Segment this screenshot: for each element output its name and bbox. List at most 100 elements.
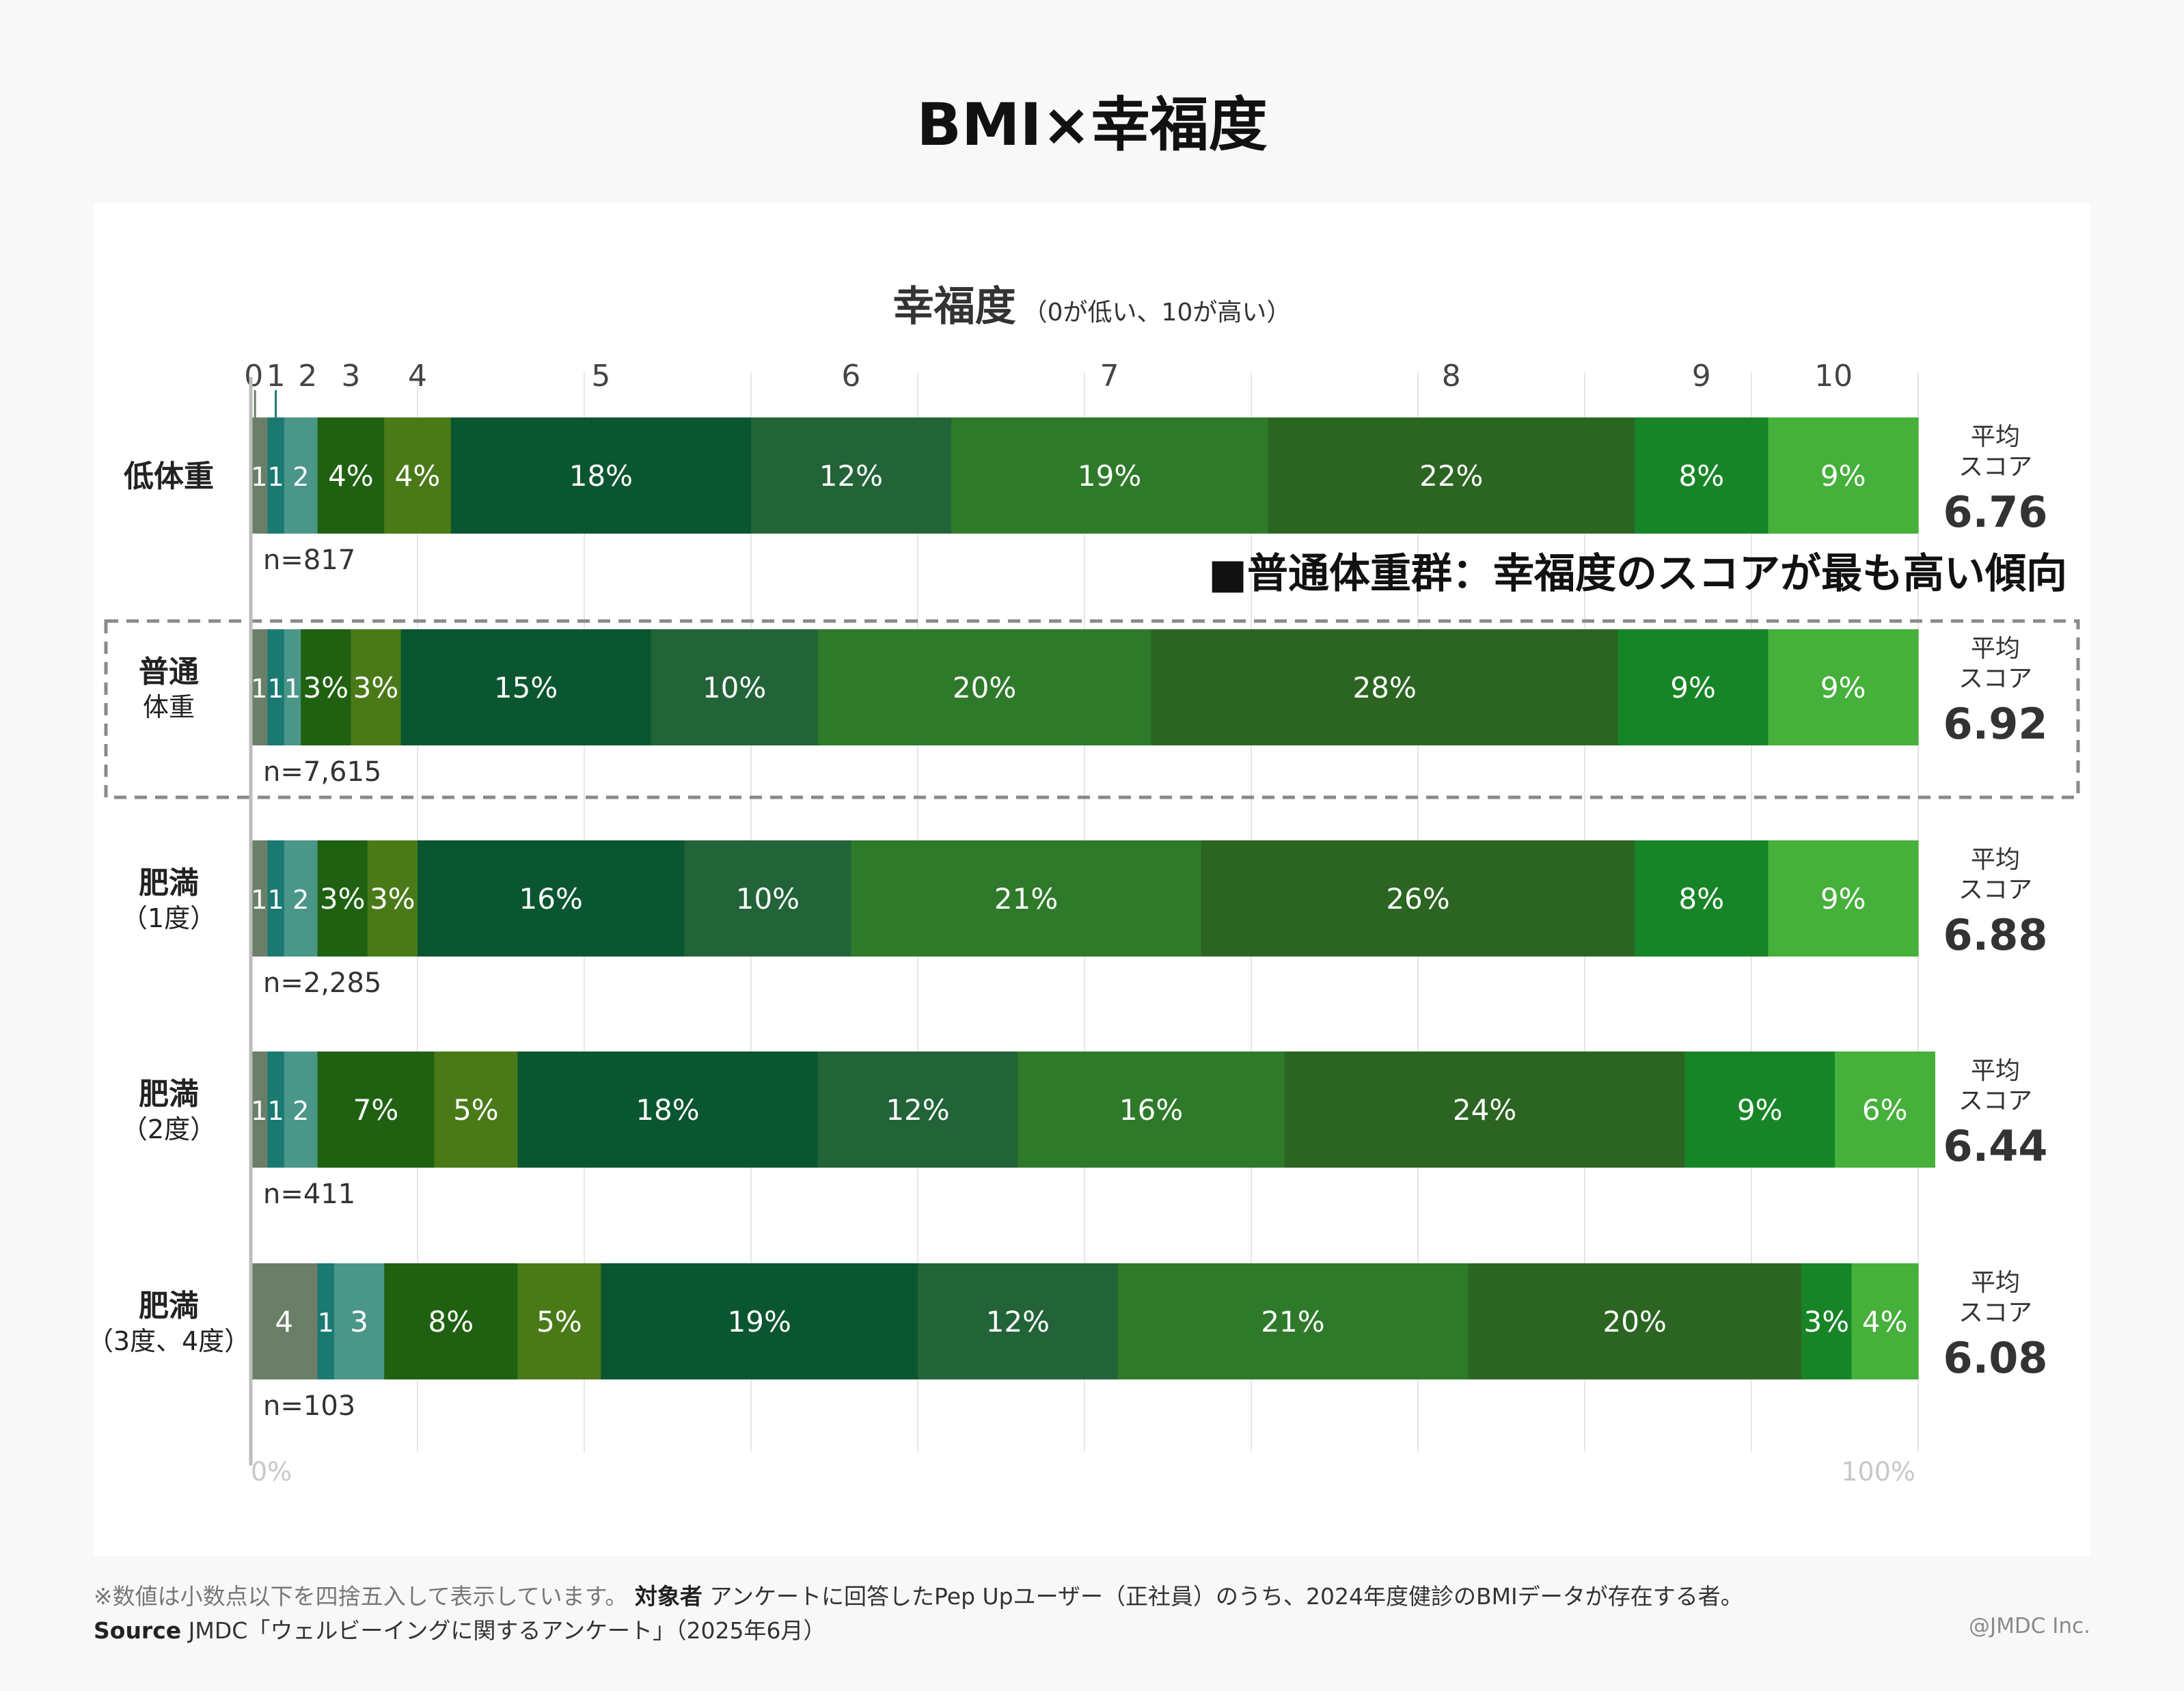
bar-segment: [517, 1263, 601, 1379]
data-label: 9%: [1670, 671, 1716, 704]
data-label: 9%: [1737, 1093, 1783, 1127]
data-label: 3%: [353, 671, 399, 704]
category-label: （1度）: [122, 903, 216, 933]
bar-segment: [1801, 1263, 1852, 1379]
avg-score-label: スコア: [1958, 1087, 2032, 1115]
data-label: 2: [292, 885, 309, 915]
data-label: 18%: [636, 1093, 699, 1127]
bar-segment: [367, 840, 418, 957]
bar-segment: [284, 1051, 318, 1168]
score-level-label: 0: [244, 359, 263, 394]
avg-score-label: スコア: [1958, 876, 2032, 904]
data-label: 28%: [1353, 671, 1417, 704]
data-label: 15%: [494, 671, 558, 704]
bar-segment: [317, 840, 368, 957]
bar-segment: [1635, 840, 1769, 957]
sample-size: n=7,615: [263, 756, 381, 788]
data-label: 6%: [1862, 1093, 1908, 1127]
source-line: Source JMDC「ウェルビーイングに関するアンケート」（2025年6月）: [94, 1612, 825, 1645]
data-label: 9%: [1820, 671, 1866, 704]
bar-segment: [1768, 840, 1919, 957]
bar-segment: [1851, 1263, 1919, 1379]
category-label: 低体重: [124, 459, 214, 494]
data-label: 8%: [1678, 459, 1724, 493]
footnote-target-text: アンケートに回答したPep Upユーザー（正社員）のうち、2024年度健診のBM…: [709, 1583, 1743, 1610]
score-level-label: 1: [267, 359, 286, 394]
score-level-label: 8: [1442, 359, 1461, 394]
data-label: 3%: [1803, 1305, 1849, 1338]
bar-segment: [251, 840, 268, 957]
bar-segment: [334, 1263, 385, 1379]
data-label: 10%: [702, 671, 766, 704]
score-level-label: 5: [591, 359, 610, 394]
avg-score-label: 平均: [1971, 846, 2020, 874]
bar-segment: [1268, 417, 1635, 534]
source-text: JMDC「ウェルビーイングに関するアンケート」（2025年6月）: [188, 1617, 826, 1644]
bar-segment: [1468, 1263, 1802, 1379]
data-label: 1: [251, 462, 267, 492]
x-tick-label: 100%: [1841, 1457, 1915, 1487]
bar-segment: [267, 1051, 285, 1168]
data-label: 5%: [536, 1305, 582, 1338]
category-label: 肥満: [139, 866, 199, 901]
bar-segment: [1117, 1263, 1469, 1379]
avg-score-label: 平均: [1971, 423, 2020, 451]
bar-segment: [284, 629, 301, 745]
data-label: 2: [292, 462, 309, 492]
data-label: 3%: [370, 882, 415, 916]
data-label: 1: [268, 674, 284, 704]
sample-size: n=103: [263, 1390, 355, 1422]
copyright: @JMDC Inc.: [1969, 1614, 2090, 1638]
bar-segment: [1201, 840, 1635, 957]
avg-score-label: スコア: [1958, 453, 2032, 481]
bar-segment: [284, 840, 318, 957]
data-label: 20%: [953, 671, 1016, 704]
data-label: 1: [268, 1096, 284, 1126]
data-label: 1: [251, 674, 267, 704]
data-label: 10%: [736, 882, 800, 916]
data-label: 1: [251, 1096, 267, 1126]
bar-segment: [384, 1263, 518, 1379]
bar-segment: [317, 1051, 435, 1168]
chart-panel: 幸福度 （0が低い、10が高い） 0 1 2 3 4 5 6 7 8 9 10 1 1 2 4% 4% 18% 12%…: [94, 203, 2090, 1556]
bar-segment: [400, 629, 652, 745]
bar-segment: [651, 629, 819, 745]
score-level-label: 2: [298, 359, 317, 394]
score-level-label: 6: [841, 359, 860, 394]
bar-segment: [317, 417, 385, 534]
category-label: 体重: [143, 692, 195, 722]
data-label: 18%: [569, 459, 633, 493]
bar-segment: [817, 1051, 1018, 1168]
bar-segment: [684, 840, 851, 957]
bar-segment: [918, 1263, 1119, 1379]
data-label: 12%: [819, 459, 883, 493]
bar-segment: [1018, 1051, 1285, 1168]
category-label: 普通: [139, 655, 199, 689]
highlight-box: [104, 619, 2080, 799]
bar-segment: [1768, 629, 1919, 745]
bar-segment: [251, 1263, 318, 1379]
bar-segment: [434, 1051, 518, 1168]
bar-segment: [601, 1263, 918, 1379]
bar-segment: [1151, 629, 1619, 745]
category-label: 肥満: [139, 1077, 199, 1112]
footnote-target-label: 対象者: [634, 1583, 702, 1610]
data-label: 21%: [994, 882, 1058, 916]
data-label: 3%: [320, 882, 366, 916]
bar-segment: [301, 629, 351, 745]
data-label: 1: [268, 462, 284, 492]
bar-segment: [267, 417, 285, 534]
score-level-label: 7: [1100, 359, 1119, 394]
bar-segment: [267, 629, 285, 745]
bar-segment: [384, 417, 452, 534]
data-label: 22%: [1419, 459, 1483, 493]
data-label: 1: [268, 885, 284, 915]
data-label: 4: [275, 1305, 293, 1338]
avg-score-value: 6.44: [1943, 1121, 2048, 1171]
sample-size: n=817: [263, 545, 355, 576]
data-label: 26%: [1386, 882, 1449, 916]
score-level-label: 4: [408, 359, 427, 394]
footnote: ※数値は小数点以下を四捨五入して表示しています。 対象者 アンケートに回答したP…: [94, 1578, 1743, 1611]
avg-score-value: 6.76: [1943, 487, 2048, 537]
data-label: 19%: [1078, 459, 1141, 493]
